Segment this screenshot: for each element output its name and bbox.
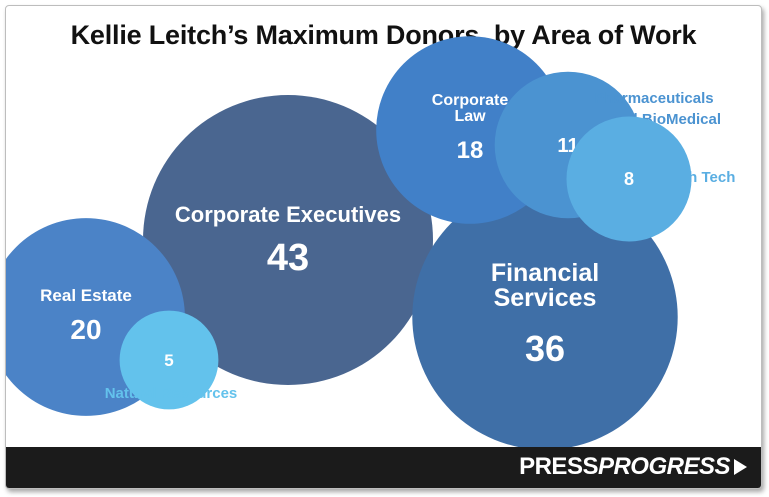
bubble-high-tech — [566, 116, 692, 242]
footer-bar: PRESS PROGRESS — [6, 447, 761, 488]
bubble-label-natural-resources: Natural Resources — [105, 385, 238, 402]
bubble-label-high-tech: High Tech — [664, 169, 735, 186]
bubble-label-corporate-executives: Corporate Executives — [175, 202, 401, 227]
bubble-value-real-estate: 20 — [70, 314, 101, 345]
chart-title: Kellie Leitch’s Maximum Donors, by Area … — [70, 20, 697, 50]
play-arrow-icon — [734, 459, 747, 475]
bubble-chart: Corporate Executives 43 Financial Services 3… — [6, 36, 735, 447]
logo-word-progress: PROGRESS — [597, 453, 731, 480]
bubble-label-financial-services: Financial Services — [491, 259, 599, 312]
logo-word-press: PRESS — [519, 453, 598, 480]
bubble-label-real-estate: Real Estate — [40, 286, 132, 305]
bubble-corporate-executives — [143, 95, 433, 385]
bubble-value-natural-resources: 5 — [164, 351, 173, 370]
bubble-value-high-tech: 8 — [624, 169, 634, 189]
bubble-financial-services — [412, 184, 678, 447]
bubble-natural-resources — [119, 310, 219, 410]
bubble-value-financial-services: 36 — [525, 328, 565, 369]
infographic-frame: Kellie Leitch’s Maximum Donors, by Area … — [5, 5, 762, 489]
bubble-value-corporate-executives: 43 — [267, 237, 309, 279]
pressprogress-logo[interactable]: PRESS PROGRESS — [519, 453, 747, 481]
bubble-value-corporate-law: 18 — [457, 137, 484, 164]
bubble-label-corporate-law: Corporate Law — [432, 92, 509, 125]
